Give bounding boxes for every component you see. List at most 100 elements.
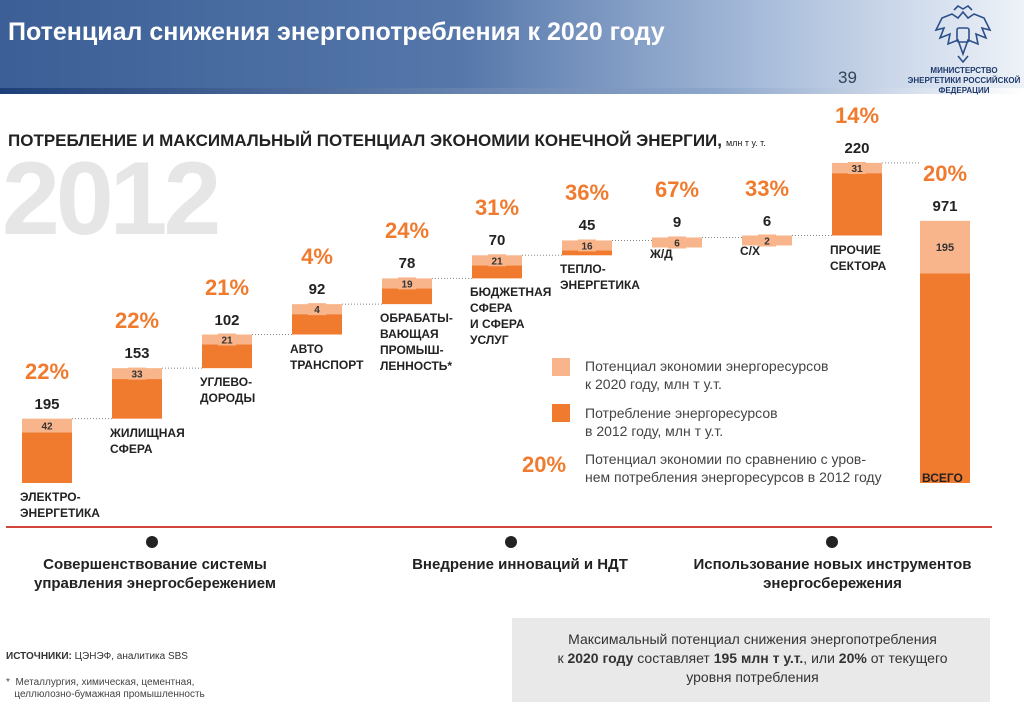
summary-line1: Максимальный потенциал снижения энергопо… <box>568 631 937 647</box>
summary-pre: к <box>557 650 568 666</box>
summary-year: 2020 году <box>567 650 634 666</box>
bar-consumption-5 <box>472 265 522 279</box>
savings-label-box-5 <box>488 254 506 267</box>
category-label-4: ОБРАБАТЫ- ВАЮЩАЯ ПРОМЫШ- ЛЕННОСТЬ* <box>380 311 453 374</box>
legend-swatch-savings <box>552 358 570 376</box>
timeline-marker-2 <box>505 536 517 548</box>
percent-label-2: 21% <box>204 274 250 300</box>
summary-line3: уровня потребления <box>686 669 819 685</box>
percent-label-4: 24% <box>384 218 430 244</box>
category-label-7: Ж/Д <box>650 247 673 262</box>
value-label-9: 220 <box>844 139 870 157</box>
percent-label-1: 22% <box>114 308 160 334</box>
chart-title-text: ПОТРЕБЛЕНИЕ И МАКСИМАЛЬНЫЙ ПОТЕНЦИАЛ ЭКО… <box>8 131 722 150</box>
percent-label-8: 33% <box>744 175 790 201</box>
savings-value-1: 33 <box>131 370 143 381</box>
sources-text: ЦЭНЭФ, аналитика SBS <box>74 651 188 662</box>
category-label-5: БЮДЖЕТНАЯ СФЕРА И СФЕРА УСЛУГ <box>470 285 552 348</box>
percent-label-6: 36% <box>564 180 610 206</box>
footnote: * Металлургия, химическая, цементная, це… <box>6 677 205 700</box>
bar-consumption-9 <box>832 173 882 236</box>
savings-label-box-9 <box>848 162 866 175</box>
timeline-line <box>6 526 992 528</box>
savings-value-5: 21 <box>491 256 503 267</box>
category-label-3: АВТО ТРАНСПОРТ <box>290 341 364 372</box>
value-label-0: 195 <box>34 395 60 413</box>
sources-label: ИСТОЧНИКИ: <box>6 651 72 662</box>
category-label-1: ЖИЛИЩНАЯ СФЕРА <box>110 425 185 456</box>
category-label-10: ВСЕГО <box>922 471 963 485</box>
summary-text: Максимальный потенциал снижения энергопо… <box>530 630 975 687</box>
savings-label-box-2 <box>218 333 236 346</box>
value-label-4: 78 <box>398 255 416 273</box>
waterfall-chart: 42 33 21 4 19 21 16 6 2 31 195 <box>22 162 970 483</box>
summary-percent: 20% <box>838 650 867 666</box>
header-banner <box>0 0 1024 90</box>
value-label-10: 971 <box>932 197 958 215</box>
savings-label-box-1 <box>128 367 146 380</box>
timeline-step-3: Использование новых инструментов энергос… <box>693 556 972 592</box>
percent-label-0: 22% <box>24 358 70 384</box>
savings-value-2: 21 <box>221 336 233 347</box>
bar-consumption-6 <box>562 250 612 256</box>
savings-value-8: 2 <box>764 237 770 248</box>
page-number: 39 <box>838 68 857 87</box>
percent-label-3: 4% <box>301 244 333 270</box>
savings-value-4: 19 <box>401 279 413 290</box>
value-label-5: 70 <box>488 232 506 250</box>
bar-consumption-0 <box>22 432 72 483</box>
chart-title: ПОТРЕБЛЕНИЕ И МАКСИМАЛЬНЫЙ ПОТЕНЦИАЛ ЭКО… <box>8 131 766 151</box>
bar-consumption-4 <box>382 288 432 305</box>
header-stripe <box>0 88 1024 94</box>
savings-label-box-8 <box>758 234 776 247</box>
value-label-2: 102 <box>214 311 240 329</box>
bar-consumption-3 <box>292 314 342 335</box>
percent-label-5: 31% <box>474 195 520 221</box>
savings-label-box-4 <box>398 277 416 290</box>
russian-eagle-emblem-icon <box>932 4 994 69</box>
value-label-6: 45 <box>578 217 596 235</box>
summary-box: Максимальный потенциал снижения энергопо… <box>512 618 990 702</box>
bar-consumption-2 <box>202 344 252 369</box>
sources: ИСТОЧНИКИ: ЦЭНЭФ, аналитика SBS <box>6 651 188 662</box>
timeline-marker-1 <box>146 536 158 548</box>
legend-label-pct: Потенциал экономии по сравнению с уров- … <box>585 451 882 485</box>
category-label-2: УГЛЕВО- ДОРОДЫ <box>200 375 256 406</box>
percent-label-10: 20% <box>922 160 968 186</box>
category-label-6: ТЕПЛО- ЭНЕРГЕТИКА <box>560 262 640 293</box>
legend-label-consumption: Потребление энергоресурсов в 2012 году, … <box>585 405 778 439</box>
value-label-7: 9 <box>672 214 682 232</box>
chart-unit: млн т у. т. <box>725 138 766 148</box>
page-title: Потенциал снижения энергопотребления к 2… <box>8 18 665 46</box>
value-label-1: 153 <box>124 345 150 363</box>
summary-amount: 195 млн т у.т. <box>713 650 804 666</box>
savings-value-6: 16 <box>581 241 593 252</box>
savings-value-9: 31 <box>851 164 863 175</box>
savings-label-box-0 <box>38 419 56 432</box>
savings-label-box-7 <box>668 236 686 249</box>
percent-label-7: 67% <box>654 177 700 203</box>
savings-label-box-3 <box>308 303 326 316</box>
percent-label-9: 14% <box>834 102 880 128</box>
savings-label-box-6 <box>578 239 596 252</box>
savings-value-10: 195 <box>936 242 954 254</box>
bar-savings-10 <box>920 220 970 274</box>
savings-value-0: 42 <box>41 422 53 433</box>
summary-mid2: , или <box>803 650 839 666</box>
ministry-name: МИНИСТЕРСТВО ЭНЕРГЕТИКИ РОССИЙСКОЙ ФЕДЕР… <box>907 66 1021 95</box>
legend-pct-sample: 20% <box>522 452 567 477</box>
timeline-step-1: Совершенствование системы управления эне… <box>33 556 277 592</box>
year-watermark: 2012 <box>2 141 221 257</box>
category-label-9: ПРОЧИЕ СЕКТОРА <box>830 242 887 273</box>
value-label-3: 92 <box>308 281 326 299</box>
bar-consumption-1 <box>112 379 162 419</box>
category-label-8: С/Х <box>740 244 761 259</box>
summary-mid1: составляет <box>633 650 714 666</box>
bar-consumption-10 <box>920 273 970 483</box>
value-label-8: 6 <box>762 212 772 230</box>
timeline-marker-3 <box>826 536 838 548</box>
savings-value-7: 6 <box>674 238 680 249</box>
savings-value-3: 4 <box>314 305 320 316</box>
legend-swatch-consumption <box>552 404 570 422</box>
summary-post: от текущего <box>866 650 948 666</box>
